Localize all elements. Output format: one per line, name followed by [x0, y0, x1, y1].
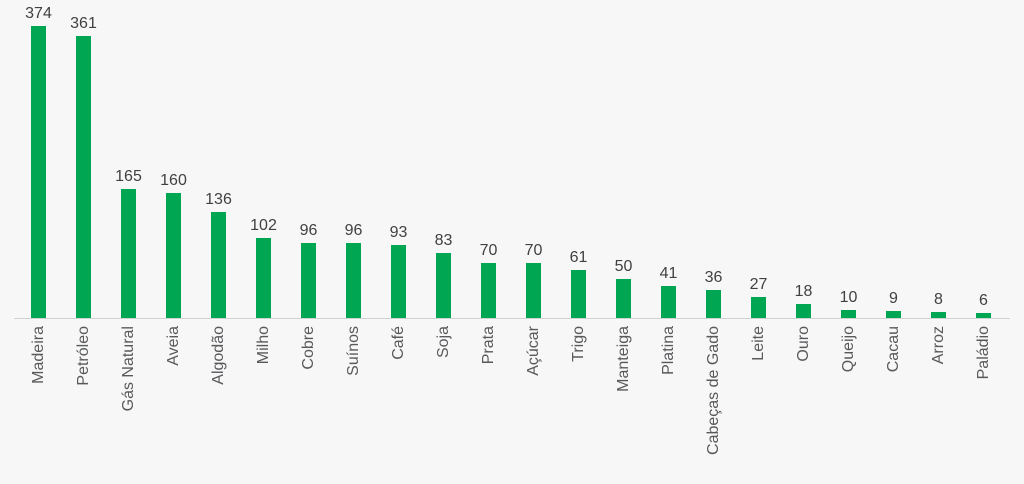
bar-group: 9 Cacau	[871, 0, 916, 484]
bar-group: 374 Madeira	[16, 0, 61, 484]
category-label: Soja	[434, 326, 452, 359]
bar	[436, 253, 451, 318]
bar-group: 70 Açúcar	[511, 0, 556, 484]
bar-group: 93 Café	[376, 0, 421, 484]
value-label: 41	[659, 265, 678, 282]
bar	[751, 296, 766, 318]
value-label: 8	[934, 290, 943, 308]
bar	[391, 245, 406, 318]
bar	[166, 193, 181, 318]
value-label: 136	[205, 190, 232, 208]
category-label: Leite	[749, 326, 767, 361]
value-label: 96	[344, 222, 363, 239]
value-label: 96	[299, 222, 318, 239]
bar	[616, 279, 631, 318]
value-label: 160	[160, 172, 187, 190]
value-label: 27	[749, 275, 768, 293]
bar	[976, 313, 991, 318]
bar-group: 41 Platina	[646, 0, 691, 484]
bar-group: 96 Suínos	[331, 0, 376, 484]
category-label: Trigo	[569, 326, 587, 362]
value-label: 18	[794, 282, 813, 300]
value-label: 9	[889, 290, 898, 307]
bar-group: 165 Gás Natural	[106, 0, 151, 484]
category-label: Arroz	[929, 326, 947, 365]
bar-group: 10 Queijo	[826, 0, 871, 484]
category-label: Suínos	[344, 326, 362, 376]
category-label: Gás Natural	[119, 326, 137, 412]
bar-group: 136 Algodão	[196, 0, 241, 484]
category-label: Paládio	[974, 326, 992, 380]
bar	[931, 311, 946, 318]
category-label: Milho	[254, 326, 272, 365]
bar	[256, 238, 271, 318]
bar-groups: 374 Madeira 361 Petróleo 165 Gás Natural 160 Av…	[16, 0, 1006, 484]
category-label: Cacau	[884, 326, 902, 373]
bar-group: 61 Trigo	[556, 0, 601, 484]
bar	[481, 263, 496, 318]
category-label: Cobre	[299, 326, 317, 370]
bar-group: 361 Petróleo	[61, 0, 106, 484]
value-label: 6	[979, 292, 988, 310]
value-label: 374	[25, 5, 52, 22]
bar	[841, 310, 856, 318]
value-label: 36	[704, 268, 723, 286]
bar	[211, 211, 226, 318]
bar-group: 83 Soja	[421, 0, 466, 484]
bar-group: 96 Cobre	[286, 0, 331, 484]
value-label: 165	[115, 168, 142, 186]
category-label: Cabeças de Gado	[704, 326, 722, 455]
bar-group: 6 Paládio	[961, 0, 1006, 484]
value-label: 70	[524, 242, 543, 260]
category-label: Café	[389, 326, 407, 360]
bar	[661, 286, 676, 318]
bar-group: 50 Manteiga	[601, 0, 646, 484]
bar-group: 18 Ouro	[781, 0, 826, 484]
x-axis-line	[14, 318, 1010, 319]
value-label: 361	[70, 15, 97, 33]
value-label: 70	[479, 242, 498, 260]
category-label: Madeira	[29, 326, 47, 384]
bar-group: 102 Milho	[241, 0, 286, 484]
value-label: 93	[389, 224, 408, 242]
category-label: Algodão	[209, 326, 227, 385]
bar-group: 160 Aveia	[151, 0, 196, 484]
category-label: Platina	[659, 326, 677, 375]
bar	[886, 311, 901, 318]
category-label: Ouro	[794, 326, 812, 362]
bar	[346, 243, 361, 318]
bar	[706, 289, 721, 318]
category-label: Petróleo	[74, 326, 92, 386]
category-label: Manteiga	[614, 326, 632, 392]
bar-group: 70 Prata	[466, 0, 511, 484]
value-label: 10	[839, 289, 858, 307]
value-label: 61	[569, 249, 588, 267]
category-label: Prata	[479, 326, 497, 365]
bar	[526, 263, 541, 318]
category-label: Queijo	[839, 326, 857, 373]
bar-group: 8 Arroz	[916, 0, 961, 484]
category-label: Açúcar	[524, 326, 542, 376]
bar-group: 27 Leite	[736, 0, 781, 484]
value-label: 102	[250, 217, 277, 235]
bar	[121, 189, 136, 318]
bar-group: 36 Cabeças de Gado	[691, 0, 736, 484]
value-label: 50	[614, 258, 633, 275]
bar	[31, 26, 46, 318]
category-label: Aveia	[164, 326, 182, 366]
bar	[796, 303, 811, 318]
bar	[301, 243, 316, 318]
value-label: 83	[434, 232, 453, 250]
bar	[571, 270, 586, 318]
bar	[76, 36, 91, 318]
